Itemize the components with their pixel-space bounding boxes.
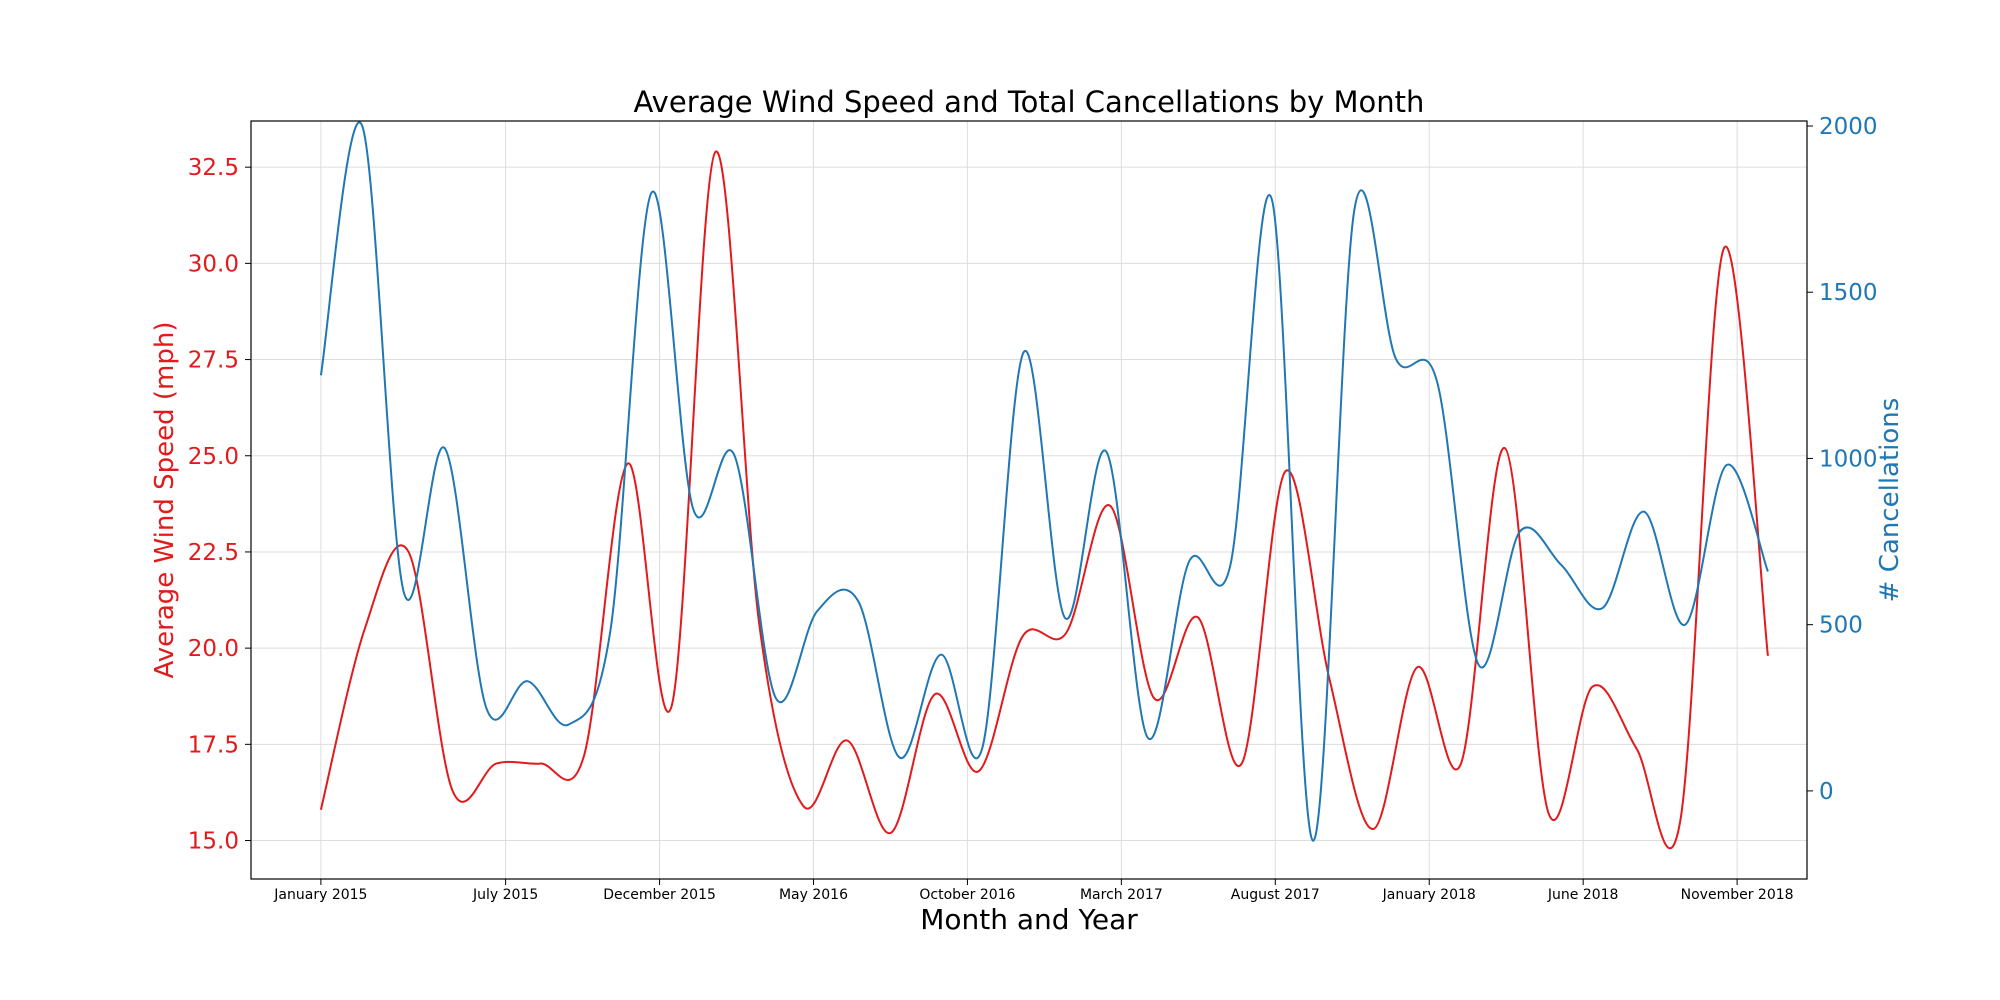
x-tick-label: March 2017 (1080, 887, 1163, 903)
x-tick-label: October 2016 (919, 887, 1015, 903)
y-tick-label-right: 1500 (1819, 280, 1878, 306)
y-tick-label-left: 30.0 (188, 251, 239, 277)
y-axis-label-right: # Cancellations (1875, 398, 1905, 603)
x-tick-label: December 2015 (603, 887, 716, 903)
y-tick-label-left: 20.0 (188, 636, 239, 662)
y-tick-label-right: 0 (1819, 779, 1834, 805)
x-axis-label: Month and Year (920, 903, 1138, 936)
y-tick-label-right: 500 (1819, 613, 1863, 639)
x-tick-label: November 2018 (1681, 887, 1794, 903)
grid (251, 121, 1807, 879)
x-tick-label: January 2015 (273, 887, 367, 903)
plot-frame (250, 120, 1808, 880)
y-tick-label-left: 32.5 (188, 155, 239, 181)
x-tick-label: May 2016 (779, 887, 848, 903)
x-axis: January 2015 July 2015 December 2015 May 20… (273, 879, 1794, 903)
x-tick-label: July 2015 (472, 887, 538, 903)
series-layer (319, 121, 1769, 850)
chart-title: Average Wind Speed and Total Cancellatio… (634, 85, 1425, 119)
y-tick-label-left: 15.0 (188, 829, 239, 855)
y-axis-left: 15.0 17.5 20.0 22.5 25.0 27.5 30.0 32.5 (188, 155, 251, 855)
y-tick-label-left: 25.0 (188, 444, 239, 470)
y-tick-label-left: 27.5 (188, 348, 239, 374)
y-tick-label-right: 2000 (1819, 114, 1878, 140)
x-tick-label: January 2018 (1382, 887, 1476, 903)
y-axis-right: 0 500 1000 1500 2000 (1807, 114, 1878, 805)
x-tick-label: August 2017 (1231, 887, 1320, 903)
series-line-cancellations (319, 121, 1769, 842)
x-tick-label: June 2018 (1547, 887, 1619, 903)
y-axis-label-left: Average Wind Speed (mph) (150, 321, 180, 678)
y-tick-label-right: 1000 (1819, 446, 1878, 472)
series-line-wind-speed (319, 150, 1769, 850)
y-tick-label-left: 17.5 (188, 732, 239, 758)
y-tick-label-left: 22.5 (188, 540, 239, 566)
